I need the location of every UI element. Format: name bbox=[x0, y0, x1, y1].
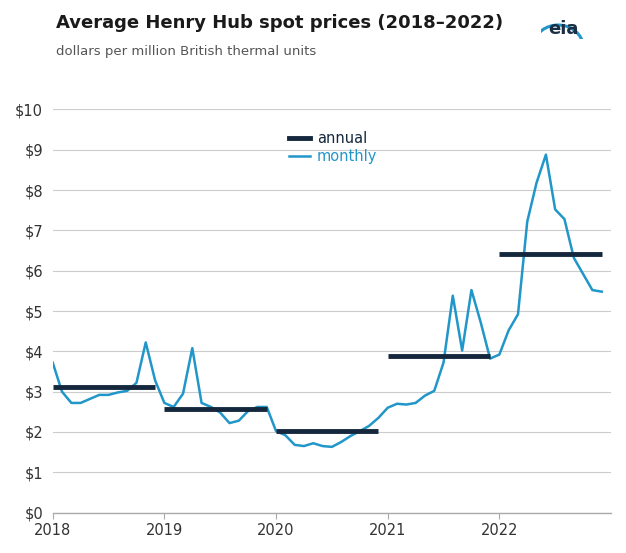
Text: dollars per million British thermal units: dollars per million British thermal unit… bbox=[56, 45, 317, 59]
Legend: annual, monthly: annual, monthly bbox=[284, 125, 383, 170]
Text: eia: eia bbox=[548, 20, 578, 38]
Text: Average Henry Hub spot prices (2018–2022): Average Henry Hub spot prices (2018–2022… bbox=[56, 14, 503, 32]
